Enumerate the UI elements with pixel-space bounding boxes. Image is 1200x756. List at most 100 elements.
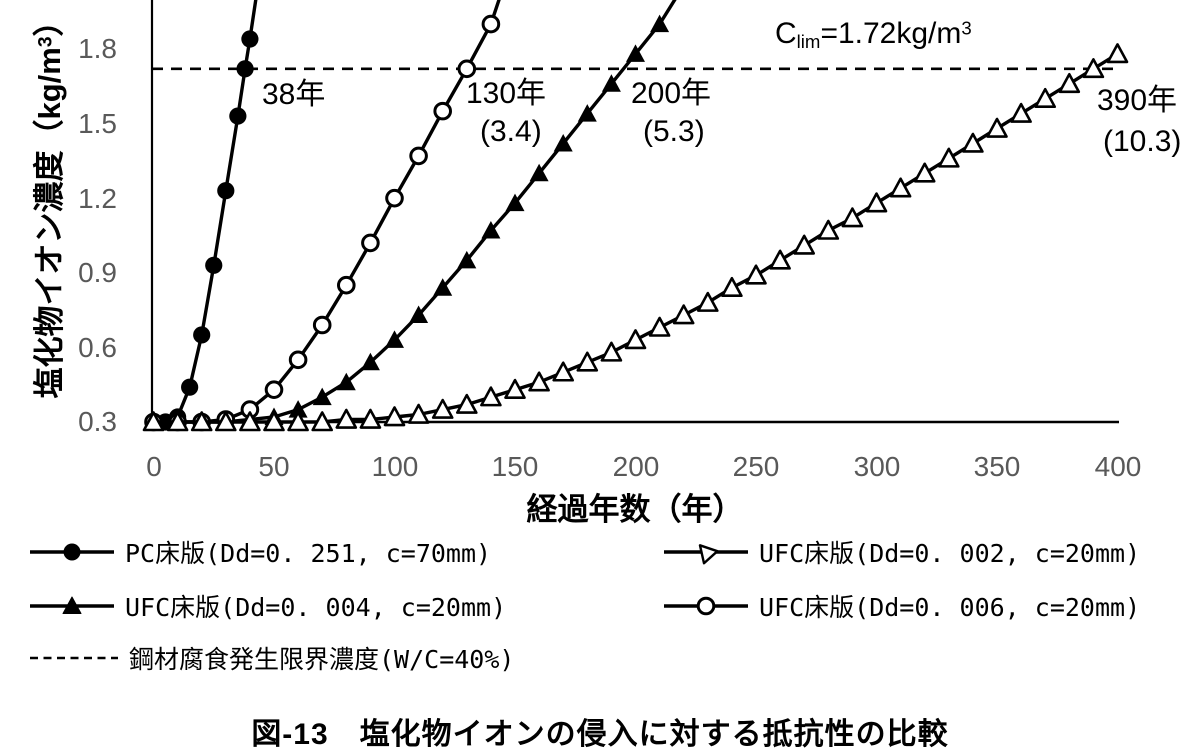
legend-item-pc: PC床版(Dd=0. 251, c=70mm)	[28, 534, 491, 570]
legend-label-ufc002: UFC床版(Dd=0. 002, c=20mm)	[759, 539, 1141, 568]
legend-label-limit: 鋼材腐食発生限界濃度(W/C=40%)	[129, 645, 515, 674]
open-circle-marker	[433, 101, 453, 121]
filled-circle-marker	[181, 378, 199, 396]
legend-label-ufc006: UFC床版(Dd=0. 006, c=20mm)	[759, 593, 1141, 622]
y-axis-title-text: 塩化物イオン濃度（kg/m	[32, 47, 67, 399]
filled-triangle-marker	[601, 74, 621, 92]
open-triangle-marker	[456, 393, 478, 414]
y-tick: 1.5	[78, 108, 117, 139]
x-tick: 300	[853, 451, 901, 482]
open-triangle-marker	[1010, 102, 1032, 123]
filled-triangle-marker	[481, 221, 501, 239]
filled-triangle-marker	[409, 305, 429, 324]
y-axis-title: 塩化物イオン濃度（kg/m3）	[24, 0, 67, 412]
limit-label-symbol: C	[775, 17, 797, 50]
open-triangle-marker	[190, 411, 213, 432]
open-triangle-marker	[986, 117, 1008, 138]
limit-label-subscript: lim	[796, 31, 821, 53]
annotation-ufc002-years: 390年	[1097, 84, 1178, 117]
open-triangle-marker	[431, 398, 454, 419]
open-circle-marker	[457, 59, 477, 79]
filled-triangle-marker	[553, 133, 573, 152]
open-triangle-marker	[913, 162, 936, 183]
legend-label-pc: PC床版(Dd=0. 251, c=70mm)	[125, 539, 492, 568]
open-triangle-marker	[504, 378, 526, 399]
legend-item-ufc004: UFC床版(Dd=0. 004, c=20mm)	[28, 588, 506, 624]
open-triangle-marker	[311, 411, 333, 432]
open-triangle-marker	[600, 341, 623, 362]
annotation-ufc006-years: 130年	[466, 77, 547, 110]
open-circle-marker	[385, 188, 404, 208]
open-circle-marker	[288, 350, 308, 370]
x-axis-title: 経過年数（年）	[526, 492, 744, 527]
open-triangle-marker	[215, 411, 237, 432]
open-triangle-marker	[624, 329, 647, 350]
open-triangle-marker	[239, 411, 261, 432]
open-triangle-marker	[889, 177, 912, 198]
filled-triangle-marker	[385, 330, 404, 348]
open-circle-marker	[361, 233, 380, 253]
filled-circle-marker	[193, 326, 211, 344]
legend-item-ufc006: UFC床版(Dd=0. 006, c=20mm)	[662, 588, 1140, 624]
open-triangle-marker	[480, 386, 502, 407]
filled-triangle-marker	[433, 278, 453, 296]
x-tick: 200	[612, 451, 660, 482]
legend-item-ufc002: UFC床版(Dd=0. 002, c=20mm)	[662, 534, 1140, 570]
open-circle-marker	[264, 380, 284, 399]
limit-label-superscript: 3	[961, 17, 972, 39]
y-tick: 0.9	[78, 257, 117, 288]
open-triangle-marker	[552, 361, 574, 382]
open-triangle-marker	[769, 249, 791, 270]
limit-line-label: Clim=1.72kg/m3	[775, 18, 972, 52]
filled-triangle-marker	[626, 44, 645, 62]
series-line-ufc-dd006	[153, 0, 501, 424]
x-tick: 150	[491, 451, 539, 482]
filled-triangle-marker	[457, 250, 477, 269]
filled-triangle-marker	[312, 387, 332, 406]
legend-filled-circle-swatch	[30, 543, 114, 561]
annotation-ufc004-ratio: (5.3)	[643, 115, 705, 148]
open-triangle-marker	[938, 147, 960, 168]
open-triangle-marker	[383, 406, 406, 427]
y-axis-title-superscript: 3	[35, 36, 57, 48]
x-tick: 350	[973, 451, 1021, 482]
open-triangle-marker	[528, 371, 550, 392]
filled-circle-marker	[229, 107, 247, 125]
filled-triangle-marker	[360, 352, 380, 371]
open-triangle-marker	[697, 291, 719, 312]
open-triangle-marker	[865, 192, 888, 213]
filled-triangle-marker	[529, 163, 549, 182]
x-tick: 100	[371, 451, 419, 482]
open-triangle-marker	[142, 411, 165, 432]
filled-triangle-marker	[336, 372, 356, 391]
open-triangle-marker	[962, 132, 984, 153]
filled-triangle-marker	[288, 400, 308, 418]
open-circle-marker	[481, 14, 501, 34]
y-axis-title-close: ）	[32, 5, 67, 37]
open-triangle-marker	[817, 219, 840, 240]
open-triangle-marker	[841, 207, 864, 228]
y-tick: 0.3	[78, 406, 117, 437]
open-triangle-marker	[576, 351, 599, 372]
legend-open-triangle-swatch	[664, 544, 748, 565]
x-tick: 250	[732, 451, 780, 482]
x-tick: 50	[258, 451, 290, 482]
open-triangle-marker	[1034, 87, 1056, 108]
open-triangle-marker	[166, 411, 189, 432]
filled-triangle-marker	[650, 14, 670, 33]
filled-circle-marker	[205, 256, 223, 274]
y-tick: 1.2	[78, 183, 117, 214]
open-triangle-marker	[407, 403, 430, 424]
open-triangle-marker	[287, 411, 309, 432]
filled-triangle-marker	[505, 193, 525, 212]
open-circle-marker	[409, 146, 428, 166]
legend-dashed-line-swatch	[30, 656, 118, 660]
figure-caption: 図-13 塩化物イオンの侵入に対する抵抗性の比較	[251, 718, 949, 751]
open-triangle-marker	[745, 264, 767, 285]
open-triangle-marker	[335, 408, 358, 429]
x-tick: 400	[1094, 451, 1142, 482]
limit-label-value: =1.72kg/m	[820, 17, 962, 50]
annotation-pc-years: 38年	[262, 78, 326, 111]
y-tick: 0.6	[78, 332, 117, 363]
